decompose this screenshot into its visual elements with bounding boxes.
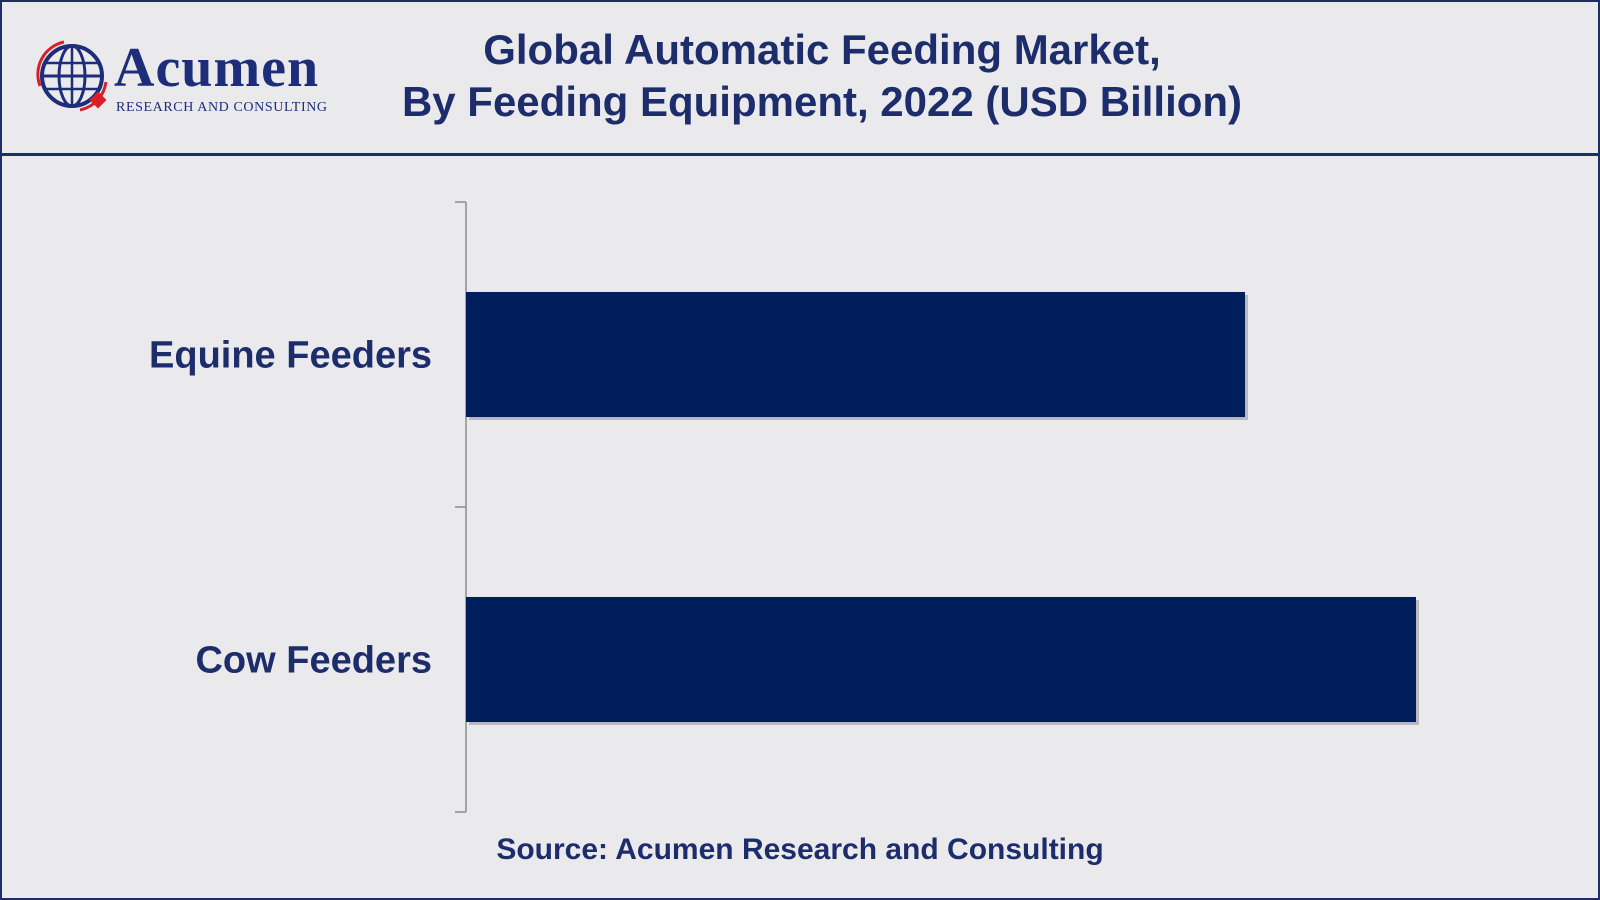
chart-title: Global Automatic Feeding Market, By Feed…	[362, 24, 1282, 128]
header-divider	[2, 153, 1598, 156]
header: Acumen RESEARCH AND CONSULTING Global Au…	[2, 2, 1598, 154]
bar-equine-feeders	[466, 291, 1245, 418]
source-note: Source: Acumen Research and Consulting	[496, 833, 1104, 866]
logo-tagline: RESEARCH AND CONSULTING	[116, 100, 328, 115]
category-label: Cow Feeders	[195, 640, 432, 682]
logo-wordmark: Acumen	[114, 37, 320, 99]
chart-title-line-2: By Feeding Equipment, 2022 (USD Billion)	[401, 78, 1243, 125]
chart-title-line-1: Global Automatic Feeding Market,	[483, 26, 1161, 73]
bar-cow-feeders	[466, 596, 1416, 723]
category-label: Equine Feeders	[149, 335, 432, 377]
globe-icon	[36, 40, 108, 112]
acumen-logo: Acumen RESEARCH AND CONSULTING	[34, 36, 364, 116]
